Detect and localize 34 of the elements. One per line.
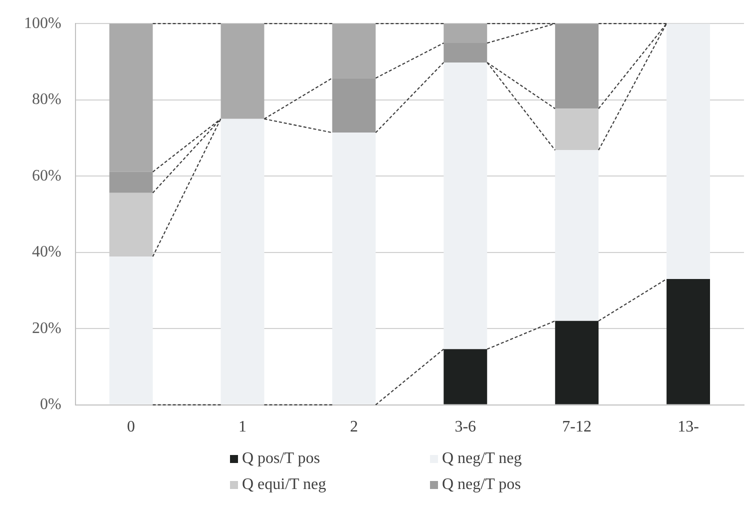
y-tick-label: 20% xyxy=(32,320,62,337)
bar xyxy=(109,172,153,193)
y-tick-label: 80% xyxy=(32,91,62,108)
bar xyxy=(332,132,376,404)
bar xyxy=(555,108,599,150)
bar xyxy=(220,118,264,404)
bar xyxy=(555,320,599,404)
bar xyxy=(220,24,264,119)
legend-label: Q neg/T pos xyxy=(442,476,521,494)
bar xyxy=(444,24,488,44)
x-tick-label: 2 xyxy=(350,418,358,436)
legend-label: Q pos/T pos xyxy=(242,450,320,468)
bar xyxy=(109,24,153,172)
bar xyxy=(444,62,488,350)
bar xyxy=(109,256,153,404)
bar xyxy=(332,78,376,133)
y-tick-label: 0% xyxy=(40,396,62,414)
legend-label: Q equi/T neg xyxy=(242,476,326,494)
bar xyxy=(444,43,488,62)
x-tick-label: 13- xyxy=(678,418,699,436)
x-tick-label: 1 xyxy=(238,418,246,436)
bar xyxy=(555,24,599,109)
x-tick-label: 7-12 xyxy=(562,418,592,436)
bar xyxy=(444,349,488,404)
y-tick-label: 60% xyxy=(32,167,62,184)
bar xyxy=(332,24,376,78)
y-tick-label: 100% xyxy=(24,14,62,32)
bar xyxy=(666,24,710,280)
bar xyxy=(666,279,710,404)
x-tick-label: 3-6 xyxy=(454,418,476,436)
bar xyxy=(555,150,599,321)
y-tick-label: 40% xyxy=(32,244,62,261)
x-tick-label: 0 xyxy=(127,418,136,436)
legend-label: Q neg/T neg xyxy=(442,450,522,468)
